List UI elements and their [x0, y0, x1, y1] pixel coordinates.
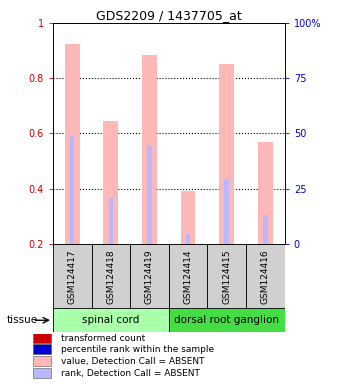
Text: GSM124419: GSM124419	[145, 249, 154, 304]
Bar	[186, 234, 190, 244]
Bar	[263, 215, 268, 244]
Bar	[219, 65, 234, 244]
Bar	[33, 333, 51, 343]
Bar	[33, 368, 51, 378]
Title: GDS2209 / 1437705_at: GDS2209 / 1437705_at	[96, 9, 242, 22]
Bar	[53, 308, 169, 332]
Bar	[142, 55, 157, 244]
Bar	[169, 308, 285, 332]
Bar	[207, 244, 246, 309]
Bar	[108, 198, 113, 244]
Text: dorsal root ganglion: dorsal root ganglion	[174, 315, 279, 325]
Bar	[130, 244, 169, 309]
Text: GSM124417: GSM124417	[68, 249, 77, 304]
Bar	[70, 136, 74, 244]
Text: GSM124415: GSM124415	[222, 249, 231, 304]
Text: tissue: tissue	[7, 315, 38, 325]
Bar	[246, 244, 285, 309]
Bar	[181, 191, 195, 244]
Text: transformed count: transformed count	[61, 334, 145, 343]
Text: GSM124418: GSM124418	[106, 249, 115, 304]
Bar	[258, 142, 273, 244]
Bar	[224, 179, 229, 244]
Text: value, Detection Call = ABSENT: value, Detection Call = ABSENT	[61, 356, 204, 366]
Bar	[33, 356, 51, 366]
Bar	[65, 44, 79, 244]
Bar	[91, 244, 130, 309]
Bar	[33, 344, 51, 354]
Text: GSM124414: GSM124414	[183, 249, 193, 304]
Bar	[53, 244, 91, 309]
Bar	[147, 146, 152, 244]
Text: percentile rank within the sample: percentile rank within the sample	[61, 344, 214, 354]
Text: rank, Detection Call = ABSENT: rank, Detection Call = ABSENT	[61, 369, 200, 377]
Bar	[169, 244, 207, 309]
Text: GSM124416: GSM124416	[261, 249, 270, 304]
Bar	[103, 121, 118, 244]
Text: spinal cord: spinal cord	[82, 315, 139, 325]
